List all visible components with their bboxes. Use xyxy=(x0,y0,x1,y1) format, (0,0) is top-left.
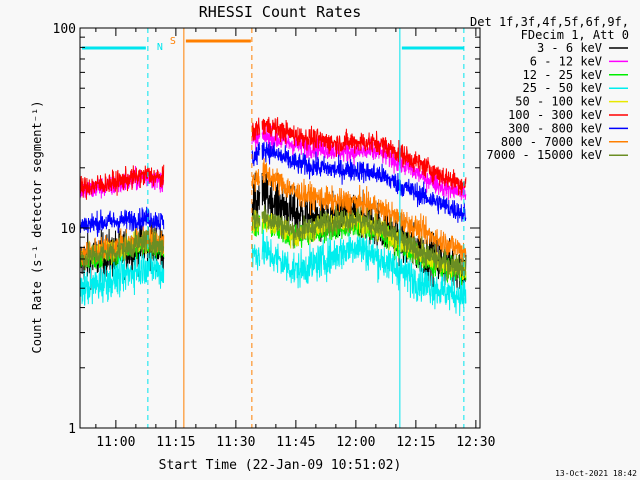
legend-header-line-1: Det 1f,3f,4f,5f,6f,9f, xyxy=(470,15,629,29)
x-tick-label: 11:00 xyxy=(96,435,135,450)
series-line-8 xyxy=(79,205,467,280)
legend-label: 12 - 25 keV xyxy=(523,68,602,82)
x-tick-label: 11:15 xyxy=(156,435,195,450)
legend-label: 7000 - 15000 keV xyxy=(486,148,602,162)
saa-label: S xyxy=(170,36,176,47)
series-line-6 xyxy=(79,142,467,237)
x-tick-label: 12:15 xyxy=(396,435,435,450)
legend-label: 6 - 12 keV xyxy=(530,54,602,68)
y-tick-label: 1 xyxy=(68,422,76,437)
y-tick-label: 10 xyxy=(60,222,76,237)
x-tick-label: 11:45 xyxy=(276,435,315,450)
legend-label: 800 - 7000 keV xyxy=(501,135,602,149)
footer-date: 13-Oct-2021 18:42 xyxy=(555,469,637,478)
x-tick-label: 12:30 xyxy=(456,435,495,450)
y-tick-label: 100 xyxy=(53,22,76,37)
series-line-5 xyxy=(79,116,467,200)
legend-label: 300 - 800 keV xyxy=(508,121,602,135)
x-tick-label: 12:00 xyxy=(336,435,375,450)
axes-layer: NS 11:00 11:15 11:30 11:45 12:00 12:15 12:30 1 10… xyxy=(53,22,496,450)
legend-label: 3 - 6 keV xyxy=(537,41,602,55)
x-tick-label: 11:30 xyxy=(216,435,255,450)
x-axis-label: Start Time (22-Jan-09 10:51:02) xyxy=(159,458,402,473)
legend-header-line-2: FDecim 1, Att 0 xyxy=(521,28,629,42)
chart-title: RHESSI Count Rates xyxy=(199,3,362,21)
legend-label: 25 - 50 keV xyxy=(523,81,602,95)
y-axis-label: Count Rate (s⁻¹ detector segment⁻¹) xyxy=(30,101,44,354)
night-label: N xyxy=(157,42,163,53)
plot-layer xyxy=(79,116,467,317)
legend-label: 100 - 300 keV xyxy=(508,108,602,122)
legend-label: 50 - 100 keV xyxy=(515,95,602,109)
